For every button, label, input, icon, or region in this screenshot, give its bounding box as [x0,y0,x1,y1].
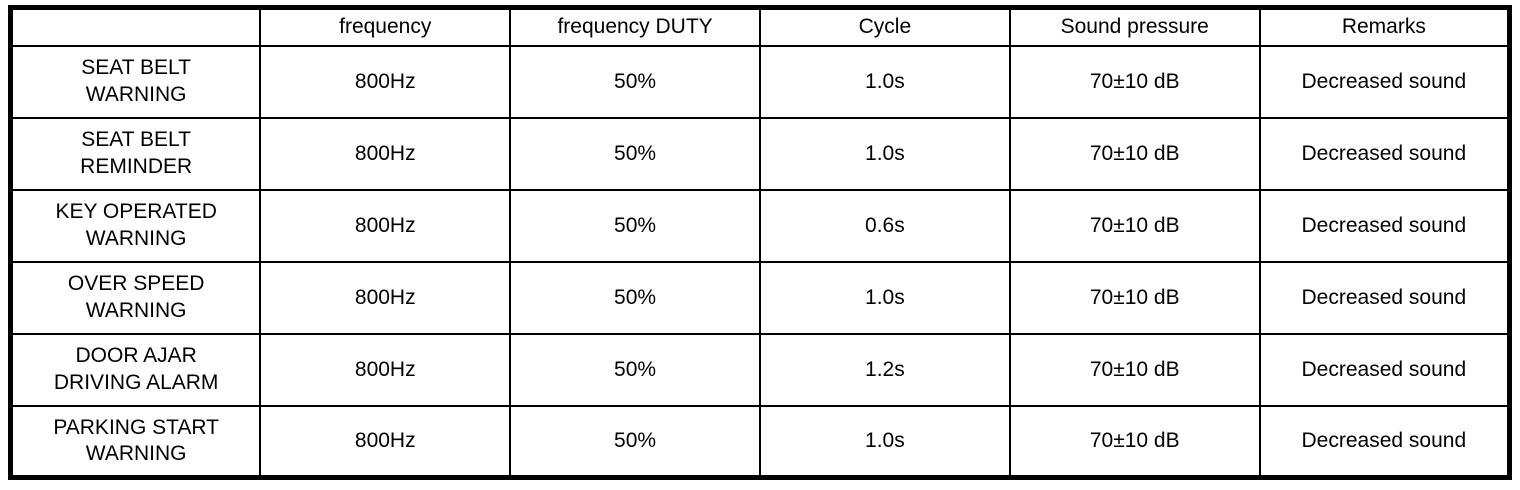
frequency-duty-cell: 50% [509,260,761,335]
header-blank [9,6,262,47]
cycle-cell: 1.0s [758,44,1011,119]
sound-pressure-cell: 70±10 dB [1008,44,1261,119]
remarks-cell: Decreased sound [1258,332,1511,407]
frequency-cell: 800Hz [259,188,512,263]
table-row: SEAT BELT WARNING 800Hz 50% 1.0s 70±10 d… [9,44,1511,119]
buzzer-spec-table: frequency frequency DUTY Cycle Sound pre… [8,5,1512,480]
header-frequency-duty: frequency DUTY [509,6,761,47]
remarks-cell: Decreased sound [1258,116,1511,191]
frequency-cell: 800Hz [259,44,512,119]
frequency-duty-cell: 50% [509,188,761,263]
row-label-cell: SEAT BELT REMINDER [9,116,262,191]
row-label-cell: KEY OPERATED WARNING [9,188,262,263]
sound-pressure-cell: 70±10 dB [1008,332,1261,407]
cycle-cell: 1.0s [758,116,1011,191]
sound-pressure-cell: 70±10 dB [1008,188,1261,263]
cycle-cell: 1.2s [758,332,1011,407]
frequency-cell: 800Hz [259,260,512,335]
sound-pressure-cell: 70±10 dB [1008,116,1261,191]
remarks-cell: Decreased sound [1258,404,1511,479]
table-row: OVER SPEED WARNING 800Hz 50% 1.0s 70±10 … [9,260,1511,335]
cycle-cell: 0.6s [758,188,1011,263]
row-label-cell: DOOR AJAR DRIVING ALARM [9,332,262,407]
frequency-cell: 800Hz [259,404,512,479]
row-label-cell: SEAT BELT WARNING [9,44,262,119]
row-label-cell: OVER SPEED WARNING [9,260,262,335]
frequency-duty-cell: 50% [509,44,761,119]
cycle-cell: 1.0s [758,404,1011,479]
remarks-cell: Decreased sound [1258,44,1511,119]
remarks-cell: Decreased sound [1258,260,1511,335]
header-cycle: Cycle [758,6,1011,47]
header-sound-pressure: Sound pressure [1008,6,1261,47]
remarks-cell: Decreased sound [1258,188,1511,263]
sound-pressure-cell: 70±10 dB [1008,260,1261,335]
header-frequency: frequency [259,6,512,47]
sound-pressure-cell: 70±10 dB [1008,404,1261,479]
frequency-duty-cell: 50% [509,116,761,191]
header-row: frequency frequency DUTY Cycle Sound pre… [9,6,1511,47]
table-row: DOOR AJAR DRIVING ALARM 800Hz 50% 1.2s 7… [9,332,1511,407]
table-row: PARKING START WARNING 800Hz 50% 1.0s 70±… [9,404,1511,479]
table-row: SEAT BELT REMINDER 800Hz 50% 1.0s 70±10 … [9,116,1511,191]
frequency-cell: 800Hz [259,116,512,191]
frequency-duty-cell: 50% [509,332,761,407]
table-row: KEY OPERATED WARNING 800Hz 50% 0.6s 70±1… [9,188,1511,263]
frequency-duty-cell: 50% [509,404,761,479]
header-remarks: Remarks [1258,6,1511,47]
cycle-cell: 1.0s [758,260,1011,335]
frequency-cell: 800Hz [259,332,512,407]
row-label-cell: PARKING START WARNING [9,404,262,479]
